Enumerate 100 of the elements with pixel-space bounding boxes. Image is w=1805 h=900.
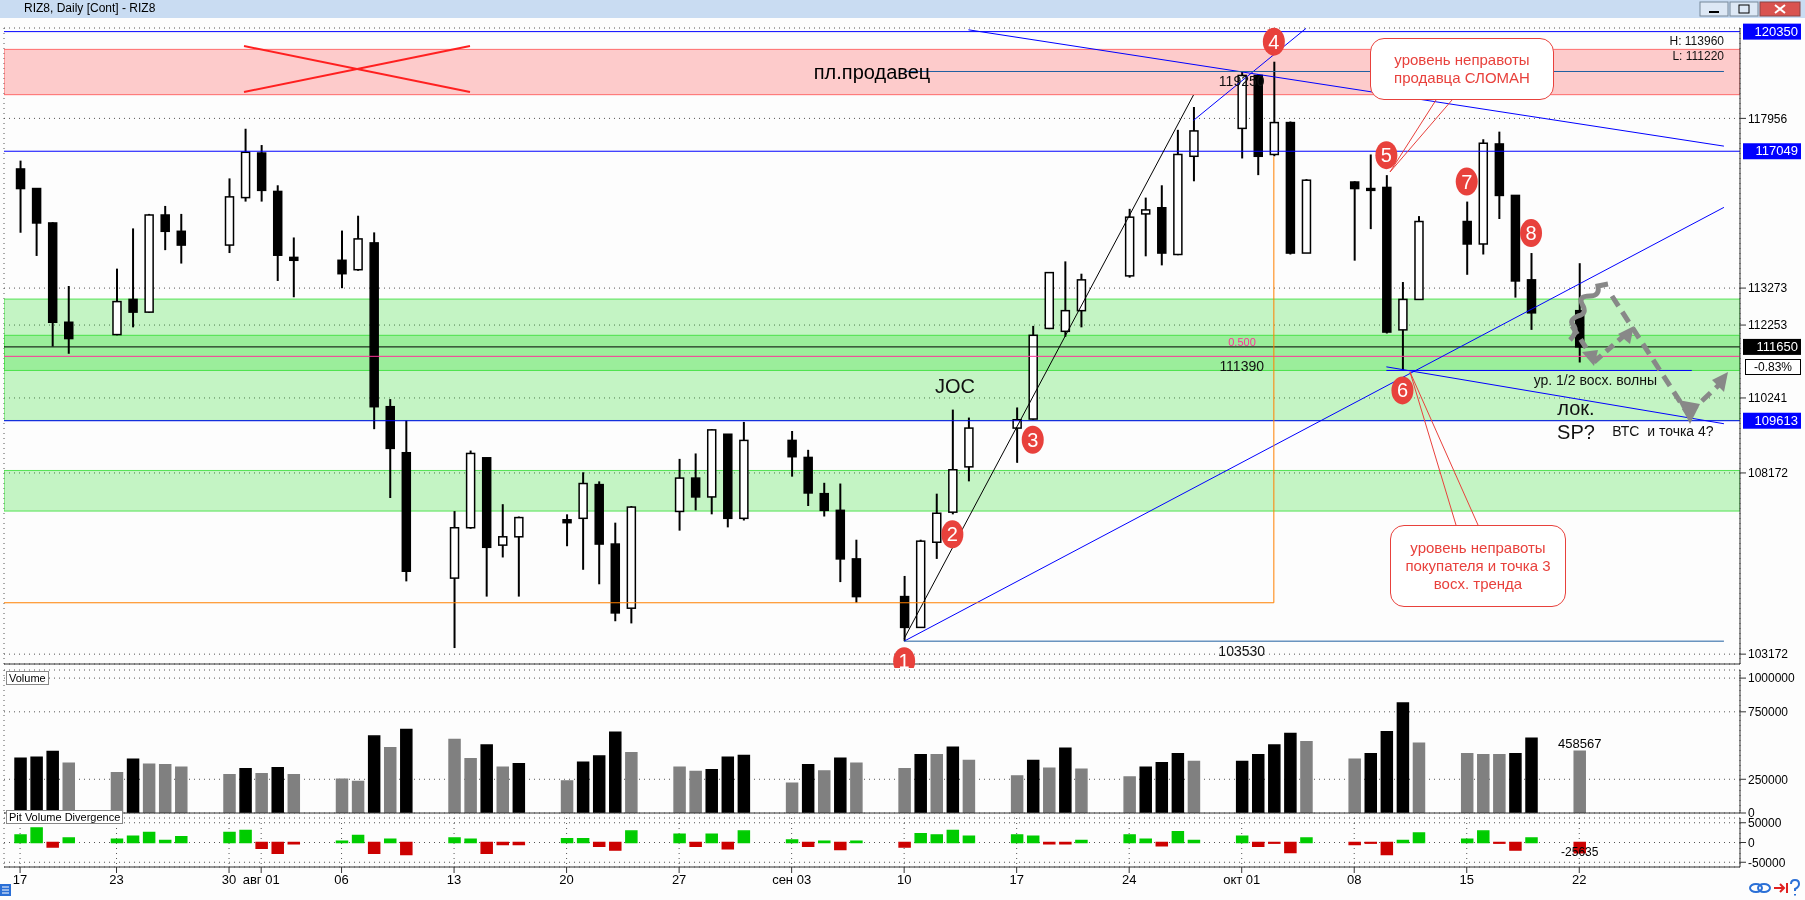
- candlestick: [15, 159, 26, 234]
- bar: [223, 831, 236, 844]
- bar: [1026, 759, 1040, 813]
- bar: [689, 841, 702, 848]
- bar: [898, 841, 911, 848]
- bar: [271, 766, 284, 813]
- bar: [512, 763, 526, 813]
- annotation: 6: [1396, 379, 1409, 402]
- bar: [464, 758, 477, 813]
- callout: уровень неправоты покупателя и точка 3 восх. тренда: [1390, 525, 1566, 607]
- chart-title: RIZ8, Daily [Cont] - RIZ8: [24, 1, 156, 15]
- bar: [914, 754, 927, 813]
- candlestick: [1349, 180, 1360, 262]
- bar: [30, 827, 43, 844]
- bar: [817, 770, 831, 813]
- bar: [1235, 760, 1249, 813]
- bar: [1477, 754, 1490, 813]
- bar: [255, 772, 268, 813]
- bar: [367, 841, 381, 854]
- ref-line-label: 120350: [1754, 23, 1798, 39]
- bar: [1026, 835, 1040, 844]
- bar: [1493, 754, 1506, 813]
- bar: [239, 829, 252, 844]
- bar: [560, 837, 574, 844]
- bar: [1300, 740, 1313, 813]
- candlestick: [819, 481, 829, 518]
- data-label: 458567: [1558, 736, 1602, 752]
- x-tick-label: 17: [12, 872, 28, 888]
- x-tick-label: 08: [1346, 872, 1362, 888]
- bar: [850, 762, 863, 813]
- x-tick-label: 23: [109, 872, 124, 888]
- annotation: L: 111220: [1671, 49, 1724, 64]
- annotation: JOC: [934, 374, 976, 398]
- y-tick-label: -50000: [1748, 855, 1786, 870]
- bar: [1412, 832, 1426, 844]
- annotation: 0.500: [1227, 336, 1257, 350]
- x-tick-label: 20: [559, 872, 574, 888]
- annotation: 4: [1268, 30, 1280, 53]
- bar: [480, 744, 493, 813]
- annotation: лок. SP?: [1556, 396, 1596, 444]
- bar: [801, 764, 815, 813]
- x-tick-label: 22: [1572, 872, 1587, 888]
- bar: [1284, 732, 1297, 813]
- bar: [1509, 841, 1522, 851]
- bar: [834, 841, 847, 851]
- annotation: ур. 1/2 восх. волны: [1532, 372, 1658, 389]
- bar: [609, 731, 622, 813]
- annotation: 2: [946, 523, 958, 546]
- bar: [255, 841, 268, 849]
- candlestick: [562, 513, 572, 548]
- bar: [705, 769, 718, 813]
- bar: [175, 836, 188, 844]
- bar: [705, 833, 718, 844]
- annotation: 103530: [1217, 643, 1267, 660]
- bar: [1251, 841, 1265, 848]
- bar: [673, 833, 686, 844]
- y-tick-label: 110241: [1748, 391, 1788, 406]
- bar: [142, 763, 156, 813]
- y-tick-label: 250000: [1748, 772, 1789, 787]
- bar: [126, 835, 140, 844]
- annotation: 3: [1027, 428, 1039, 451]
- bar: [351, 834, 365, 844]
- annotation: ВТС и точка 4?: [1611, 422, 1715, 439]
- candlestick: [176, 212, 187, 265]
- bar: [962, 759, 976, 813]
- bar: [930, 754, 944, 813]
- x-tick-label: сен 03: [772, 872, 812, 888]
- annotation: 1: [898, 650, 910, 673]
- bar: [1284, 841, 1297, 854]
- bar: [1380, 841, 1394, 856]
- bar: [673, 766, 686, 813]
- bar: [1043, 767, 1056, 813]
- candlestick: [1462, 200, 1472, 276]
- bar: [14, 757, 27, 813]
- bar: [737, 830, 751, 844]
- bar: [834, 757, 847, 813]
- bar: [785, 782, 799, 813]
- x-tick-label: 24: [1121, 872, 1137, 888]
- bar: [1380, 730, 1394, 813]
- bar: [271, 841, 284, 854]
- ref-line-label: 111650: [1756, 338, 1798, 354]
- bar: [1235, 835, 1249, 844]
- candlestick: [337, 229, 347, 290]
- x-tick-label: 06: [334, 872, 349, 888]
- bar: [930, 834, 944, 844]
- candlestick: [498, 503, 508, 559]
- bar: [239, 768, 252, 813]
- bar: [1187, 760, 1201, 813]
- y-tick-label: 0: [1748, 835, 1755, 850]
- bar: [721, 841, 735, 850]
- candlestick: [514, 515, 524, 598]
- bar: [962, 835, 976, 844]
- bar: [1348, 758, 1361, 813]
- bar: [898, 768, 911, 813]
- bar: [1509, 753, 1522, 813]
- bar: [1300, 837, 1313, 844]
- bar: [560, 780, 574, 813]
- annotation: H: 113960: [1668, 34, 1724, 49]
- bar: [1573, 750, 1586, 813]
- bar: [609, 841, 622, 851]
